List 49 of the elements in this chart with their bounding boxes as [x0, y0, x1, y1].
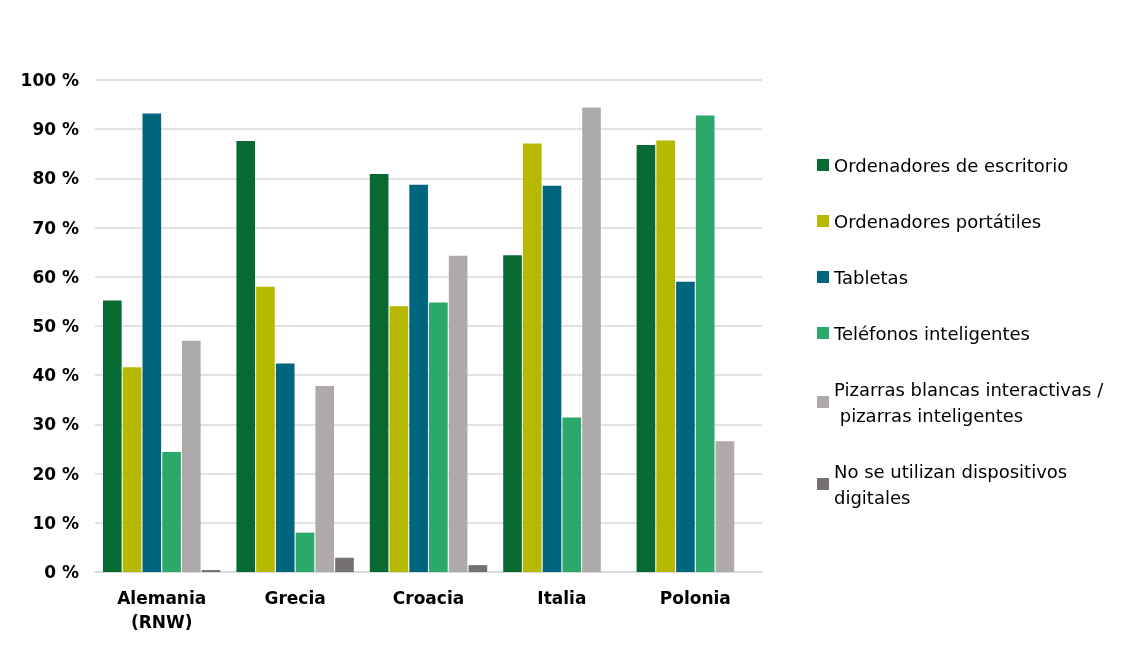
- bar: [162, 451, 181, 572]
- y-tick-label: 40 %: [32, 365, 79, 386]
- y-tick-label: 90 %: [32, 119, 79, 140]
- bar: [676, 281, 695, 572]
- bar: [122, 367, 142, 572]
- bar: [142, 113, 162, 572]
- bar: [295, 532, 315, 572]
- bar: [256, 286, 275, 572]
- x-tick-label: Alemania (RNW): [117, 588, 207, 632]
- bar: [409, 184, 428, 572]
- x-tick-label: Italia: [537, 588, 587, 608]
- bar: [695, 115, 715, 572]
- bar: [562, 417, 582, 572]
- y-tick-label: 60 %: [32, 266, 79, 287]
- bar: [542, 185, 562, 572]
- legend-label: Ordenadores de escritorio: [834, 154, 1069, 176]
- bar: [429, 302, 448, 572]
- y-tick-label: 100 %: [20, 70, 79, 90]
- bar: [656, 140, 675, 572]
- y-tick-label: 0 %: [44, 562, 79, 582]
- x-tick-label: Polonia: [659, 588, 731, 608]
- bar: [315, 386, 335, 572]
- bar: [182, 340, 201, 572]
- bar: [236, 141, 256, 572]
- bar: [503, 255, 522, 572]
- bar: [275, 363, 295, 572]
- y-tick-label: 30 %: [32, 414, 79, 435]
- y-tick-label: 10 %: [32, 512, 79, 533]
- bar: [335, 557, 354, 572]
- bar: [468, 565, 488, 572]
- y-tick-label: 20 %: [32, 463, 79, 484]
- bar: [103, 300, 122, 572]
- legend-label: Teléfonos inteligentes: [833, 322, 1030, 344]
- bar: [522, 143, 542, 572]
- bar: [582, 107, 601, 572]
- x-tick-label: Croacia: [392, 588, 465, 608]
- legend-label: Ordenadores portátiles: [834, 210, 1042, 232]
- y-tick-label: 80 %: [32, 168, 79, 189]
- bar: [369, 173, 389, 572]
- y-tick-label: 70 %: [32, 217, 79, 238]
- x-tick-label: Grecia: [264, 588, 326, 608]
- legend-label: No se utilizan dispositivos digitales: [834, 460, 1073, 508]
- bar: [636, 144, 656, 572]
- bar: [389, 306, 409, 572]
- legend-label: Tabletas: [833, 266, 909, 288]
- legend-label: Pizarras blancas interactivas / pizarras inteligentes: [834, 378, 1105, 426]
- bar: [448, 255, 468, 572]
- y-tick-label: 50 %: [32, 316, 79, 336]
- bar: [715, 441, 735, 572]
